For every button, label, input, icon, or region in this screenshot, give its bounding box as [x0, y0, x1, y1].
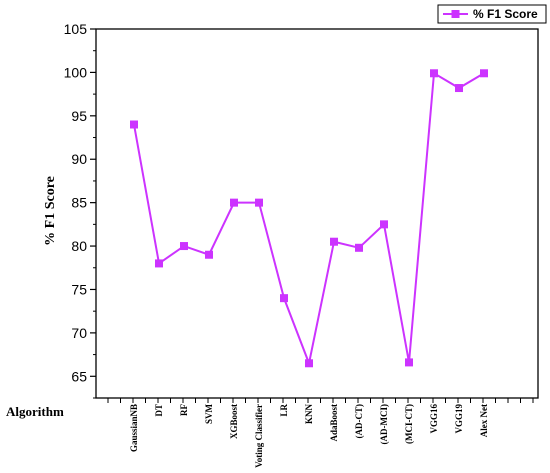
x-tick-label: (AD-MCI) — [379, 404, 389, 445]
y-tick-label: 75 — [71, 281, 87, 297]
y-tick-label: 65 — [71, 368, 87, 384]
y-tick-label: 90 — [71, 151, 87, 167]
y-tick-label: 95 — [71, 108, 87, 124]
data-point — [330, 237, 338, 246]
data-point — [280, 294, 288, 303]
x-tick-label: VGG16 — [429, 404, 439, 434]
x-tick-label: Voting Classifier — [254, 404, 264, 468]
legend-marker — [451, 10, 460, 18]
data-point — [355, 243, 363, 252]
data-point — [255, 198, 263, 207]
x-tick-label: KNN — [304, 404, 314, 425]
data-point — [380, 220, 388, 229]
data-point — [430, 69, 438, 78]
legend-box — [437, 4, 547, 24]
data-point — [230, 198, 238, 207]
x-axis: GaussianNB DT RF SVM XGBoost Voting Classifie… — [107, 398, 534, 468]
x-tick-label: VGG19 — [454, 404, 464, 434]
x-tick-label: DT — [154, 404, 164, 417]
y-tick-label: 85 — [71, 195, 87, 211]
series-group — [130, 69, 488, 368]
x-tick-label: GaussianNB — [129, 404, 139, 452]
data-point — [205, 250, 213, 259]
y-tick-label: 100 — [64, 64, 88, 80]
x-tick-label: Alex Net — [479, 404, 489, 437]
x-tick-label: (AD-CT) — [354, 404, 364, 439]
y-axis-title: % F1 Score — [43, 176, 58, 246]
y-tick-label: 70 — [71, 325, 87, 341]
y-axis: 65 70 75 80 85 90 95 100 105 — [64, 21, 96, 399]
y-tick-label: 105 — [64, 21, 88, 37]
data-point — [130, 120, 138, 129]
y-tick-label: 80 — [71, 238, 87, 254]
data-point — [155, 259, 163, 268]
data-point — [180, 242, 188, 251]
legend: % F1 Score — [437, 4, 547, 24]
data-point — [405, 358, 413, 367]
x-tick-label: XGBoost — [229, 404, 239, 439]
x-tick-label: AdaBoost — [329, 404, 339, 442]
data-point — [480, 69, 488, 78]
data-point — [305, 359, 313, 368]
data-point — [455, 84, 463, 93]
legend-label: % F1 Score — [473, 7, 538, 21]
plot-frame — [95, 28, 539, 399]
x-tick-label: SVM — [204, 403, 214, 424]
x-tick-label: LR — [279, 404, 289, 417]
x-axis-title: Algorithm — [6, 404, 64, 419]
x-tick-label: RF — [179, 404, 189, 416]
x-tick-label: (MCI-CT) — [404, 404, 414, 444]
series-line — [133, 71, 485, 367]
